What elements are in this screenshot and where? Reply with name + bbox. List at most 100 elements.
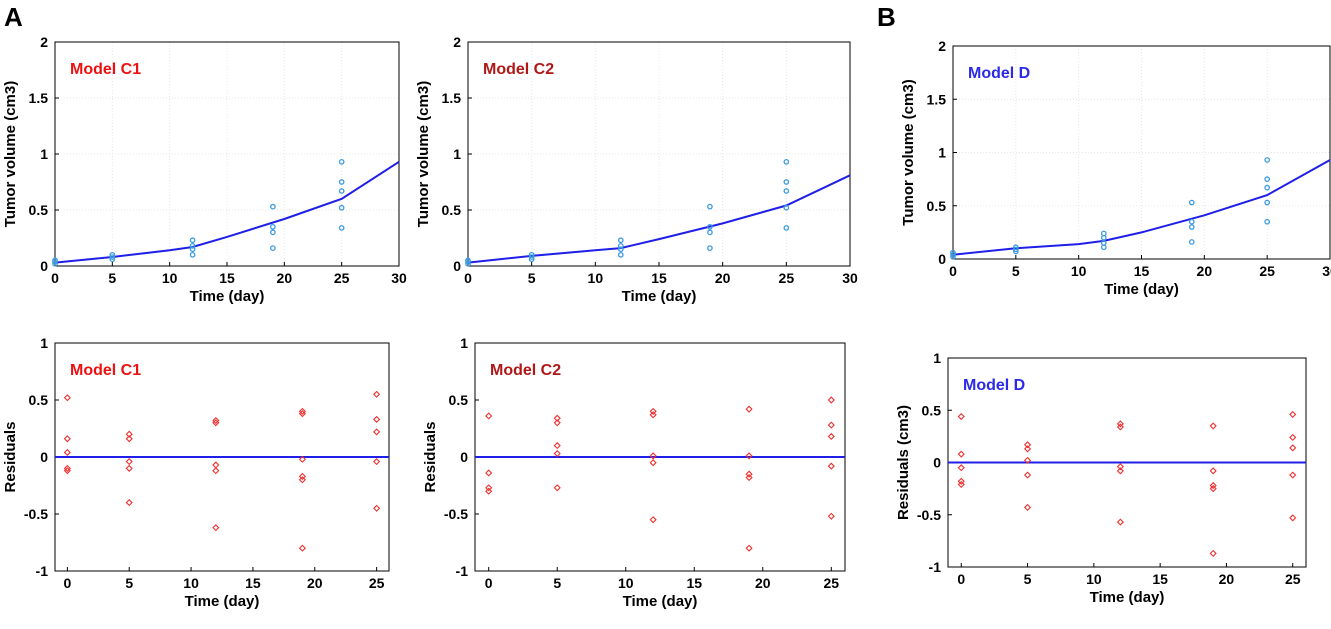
y-tick-label: 1 [40,335,48,351]
y-axis-label: Residuals [2,422,19,493]
residual-point [828,434,834,440]
x-tick-label: 20 [755,575,771,591]
residual-point [1210,551,1216,557]
residual-point [126,500,132,506]
x-tick-label: 0 [63,575,71,591]
x-axis-label: Time (day) [1104,281,1179,298]
chart-4: 0 5 10 15 20 25-1-0.500.51Time (day)Residuals… [2,335,389,610]
y-tick-label: -0.5 [24,506,48,522]
y-tick-label: -0.5 [917,507,941,523]
y-tick-label: 2 [938,38,946,54]
y-tick-label: 0 [938,251,946,267]
y-tick-label: 2 [40,34,48,50]
x-tick-label: 5 [125,575,133,591]
x-tick-label: 10 [1086,571,1102,587]
residual-point [65,450,71,456]
data-point [708,230,712,234]
y-axis-label: Tumor volume (cm3) [2,81,19,227]
y-tick-label: -1 [456,563,469,579]
y-tick-label: 1 [453,146,461,162]
x-tick-label: 15 [651,270,667,286]
residual-point [1025,505,1031,511]
fit-line [55,162,399,263]
y-tick-label: 1.5 [442,90,462,106]
data-point [1190,220,1194,224]
data-point [190,238,194,242]
residual-point [828,463,834,469]
y-tick-label: 0 [40,258,48,274]
residual-point [650,460,656,466]
y-tick-label: 1.5 [29,90,49,106]
x-tick-label: 5 [1012,263,1020,279]
y-tick-label: -1 [36,563,49,579]
x-tick-label: 15 [1152,571,1168,587]
x-tick-label: 25 [779,270,795,286]
data-point [1190,240,1194,244]
x-tick-label: 25 [1259,263,1275,279]
data-point [1265,158,1269,162]
data-point [784,160,788,164]
residual-point [828,513,834,519]
x-tick-label: 25 [1285,571,1301,587]
residual-point [958,451,964,457]
chart-2: 0 5 10 15 20 25 30 0 0.5 1 1.5 2 Time (day) Tumor vol… [415,34,858,305]
y-tick-label: 0.5 [442,202,462,218]
data-point [271,246,275,250]
x-tick-label: 5 [108,270,116,286]
data-point [1265,177,1269,181]
x-tick-label: 25 [824,575,840,591]
residual-point [1290,515,1296,521]
data-point [619,238,623,242]
x-axis-label: Time (day) [190,288,265,305]
y-tick-label: -0.5 [444,506,468,522]
x-tick-label: 15 [1134,263,1150,279]
x-tick-label: 0 [51,270,59,286]
x-tick-label: 25 [334,270,350,286]
y-tick-label: 0.5 [29,392,49,408]
y-axis-label: Tumor volume (cm3) [900,79,917,225]
data-point [271,230,275,234]
residual-point [213,468,219,474]
x-tick-label: 15 [686,575,702,591]
x-tick-label: 5 [528,270,536,286]
residual-point [1025,472,1031,478]
data-point [1190,200,1194,204]
y-tick-label: 0.5 [922,402,942,418]
x-tick-label: 30 [391,270,407,286]
residual-point [828,422,834,428]
residual-point [1210,468,1216,474]
x-tick-label: 0 [949,263,957,279]
data-point [1190,225,1194,229]
residual-point [65,436,71,442]
y-tick-label: 0 [453,258,461,274]
x-tick-label: 20 [1219,571,1235,587]
residual-point [1290,412,1296,418]
x-tick-label: 10 [1071,263,1087,279]
model-label: Model D [963,377,1025,394]
y-tick-label: 0.5 [29,202,49,218]
y-tick-label: -1 [929,559,942,575]
residual-point [374,417,380,423]
y-tick-label: 1 [460,335,468,351]
y-axis-label: Residuals [422,422,439,493]
x-tick-label: 30 [1322,263,1331,279]
chart-3: 0 5 10 15 20 25 30 0 0.5 1 1.5 2 Time (day) Tumor vol… [900,38,1331,298]
residual-point [374,459,380,465]
x-tick-label: 20 [1197,263,1213,279]
y-tick-label: 1 [933,350,941,366]
residual-point [126,459,132,465]
residual-point [300,545,306,551]
residual-point [213,462,219,468]
x-tick-label: 25 [369,575,385,591]
x-axis-label: Time (day) [1090,589,1165,606]
data-point [339,226,343,230]
x-axis-label: Time (day) [622,288,697,305]
x-tick-label: 15 [245,575,261,591]
x-tick-label: 0 [464,270,472,286]
x-tick-label: 30 [842,270,858,286]
residual-point [1290,435,1296,441]
x-tick-label: 0 [485,575,493,591]
x-tick-label: 5 [1024,571,1032,587]
residual-point [1118,519,1124,525]
